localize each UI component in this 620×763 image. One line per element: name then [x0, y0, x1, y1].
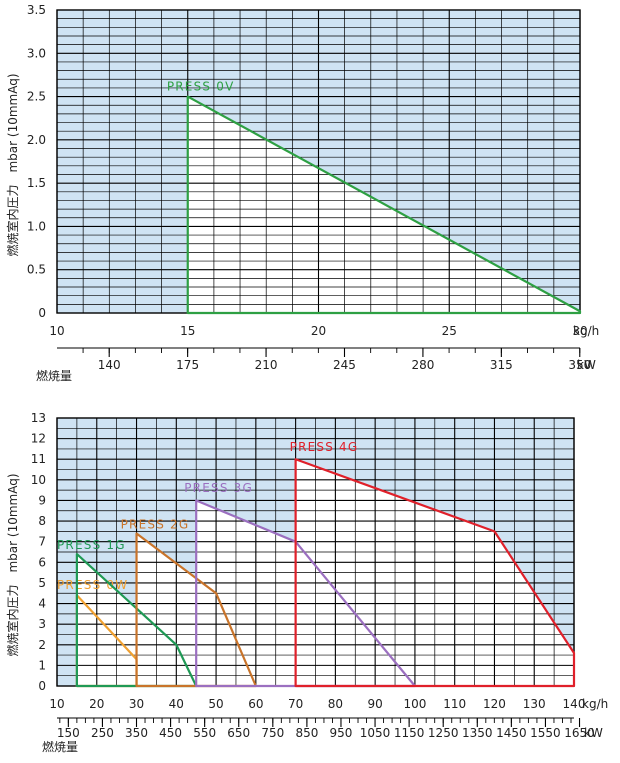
y-tick-label: 6 [38, 555, 46, 569]
y-tick-label: 3 [38, 617, 46, 631]
kw-tick-label: 1250 [428, 726, 459, 740]
kw-unit-label: kW [577, 358, 596, 372]
x-tick-label: 30 [129, 697, 144, 711]
kw-tick-label: 1350 [462, 726, 493, 740]
kw-tick-label: 1550 [530, 726, 561, 740]
series-label: PRESS 4G [290, 440, 359, 454]
x-unit-label: kg/h [573, 324, 599, 338]
y-tick-label: 0 [38, 679, 46, 693]
x-tick-label: 15 [180, 324, 195, 338]
series-line-4 [294, 458, 576, 688]
kw-tick-label: 210 [255, 358, 278, 372]
y-tick-label: 2.0 [27, 133, 46, 147]
x-tick-label: 40 [169, 697, 184, 711]
x-unit-label: kg/h [582, 697, 608, 711]
kw-tick-label: 1650 [564, 726, 595, 740]
y-tick-label: 9 [38, 493, 46, 507]
x-tick-label: 50 [208, 697, 223, 711]
y-tick-label: 7 [38, 535, 46, 549]
series-label: PRESS 2G [121, 517, 190, 531]
kw-tick-label: 1150 [394, 726, 425, 740]
y-tick-label: 10 [31, 473, 46, 487]
x-tick-label: 30 [572, 324, 587, 338]
kw-tick-label: 550 [193, 726, 216, 740]
kw-tick-label: 245 [333, 358, 356, 372]
y-tick-label: 0.5 [27, 263, 46, 277]
y-tick-label: 13 [31, 411, 46, 425]
kw-tick-label: 350 [568, 358, 591, 372]
x-tick-label: 100 [403, 697, 426, 711]
y-tick-label: 1.5 [27, 176, 46, 190]
kw-tick-label: 650 [227, 726, 250, 740]
x-tick-label: 10 [49, 324, 64, 338]
x-tick-label: 10 [49, 697, 64, 711]
x-tick-label: 20 [311, 324, 326, 338]
y-tick-label: 1.0 [27, 219, 46, 233]
kw-unit-label: kW [584, 726, 603, 740]
x-tick-label: 20 [89, 697, 104, 711]
y-tick-label: 0 [38, 306, 46, 320]
x-tick-label: 120 [483, 697, 506, 711]
y-tick-label: 4 [38, 597, 46, 611]
series-label: PRESS 3G [184, 481, 253, 495]
kw-tick-label: 1450 [496, 726, 527, 740]
kw-tick-label: 150 [57, 726, 80, 740]
series-label: PRESS 0W [57, 578, 128, 592]
series-line-0 [186, 95, 582, 315]
kw-tick-label: 315 [490, 358, 513, 372]
x-tick-label: 130 [523, 697, 546, 711]
x-tick-label: 25 [442, 324, 457, 338]
y-tick-label: 2 [38, 638, 46, 652]
x-tick-label: 60 [248, 697, 263, 711]
kw-tick-label: 350 [125, 726, 148, 740]
kw-tick-label: 750 [261, 726, 284, 740]
kw-tick-label: 140 [98, 358, 121, 372]
x-axis-title: 燃焼量 [42, 739, 78, 754]
grid-lines [56, 417, 575, 687]
kw-tick-label: 850 [295, 726, 318, 740]
x-tick-label: 80 [328, 697, 343, 711]
y-tick-label: 3.5 [27, 3, 46, 17]
y-axis-title: 燃焼室内圧力 mbar (10mmAq) [5, 73, 20, 256]
series-label: PRESS 0V [167, 80, 235, 94]
y-tick-label: 12 [31, 432, 46, 446]
y-tick-label: 11 [31, 452, 46, 466]
y-tick-label: 1 [38, 658, 46, 672]
y-tick-label: 3.0 [27, 46, 46, 60]
chart-top-press-0v: PRESS 0V 0 0.5 1.0 1.5 2.0 2.5 3.0 3.5 10 15 20 25 30… [5, 3, 599, 383]
chart-bottom-press-series: PRESS 0W PRESS 1G PRESS 2G PRESS 3G PRESS 4G… [5, 411, 608, 754]
x-tick-label: 90 [368, 697, 383, 711]
y-tick-label: 5 [38, 576, 46, 590]
y-tick-label: 8 [38, 514, 46, 528]
series-label: PRESS 1G [57, 538, 126, 552]
kw-tick-label: 950 [330, 726, 353, 740]
x-tick-label: 70 [288, 697, 303, 711]
kw-tick-label: 280 [411, 358, 434, 372]
kw-tick-label: 250 [91, 726, 114, 740]
x-tick-label: 140 [563, 697, 586, 711]
kw-tick-label: 175 [176, 358, 199, 372]
x-axis-title: 燃焼量 [36, 368, 72, 383]
kw-tick-label: 450 [159, 726, 182, 740]
y-axis-title: 燃焼室内圧力 mbar (10mmAq) [5, 473, 20, 656]
kw-tick-label: 1050 [360, 726, 391, 740]
y-tick-label: 2.5 [27, 90, 46, 104]
x-tick-label: 110 [443, 697, 466, 711]
